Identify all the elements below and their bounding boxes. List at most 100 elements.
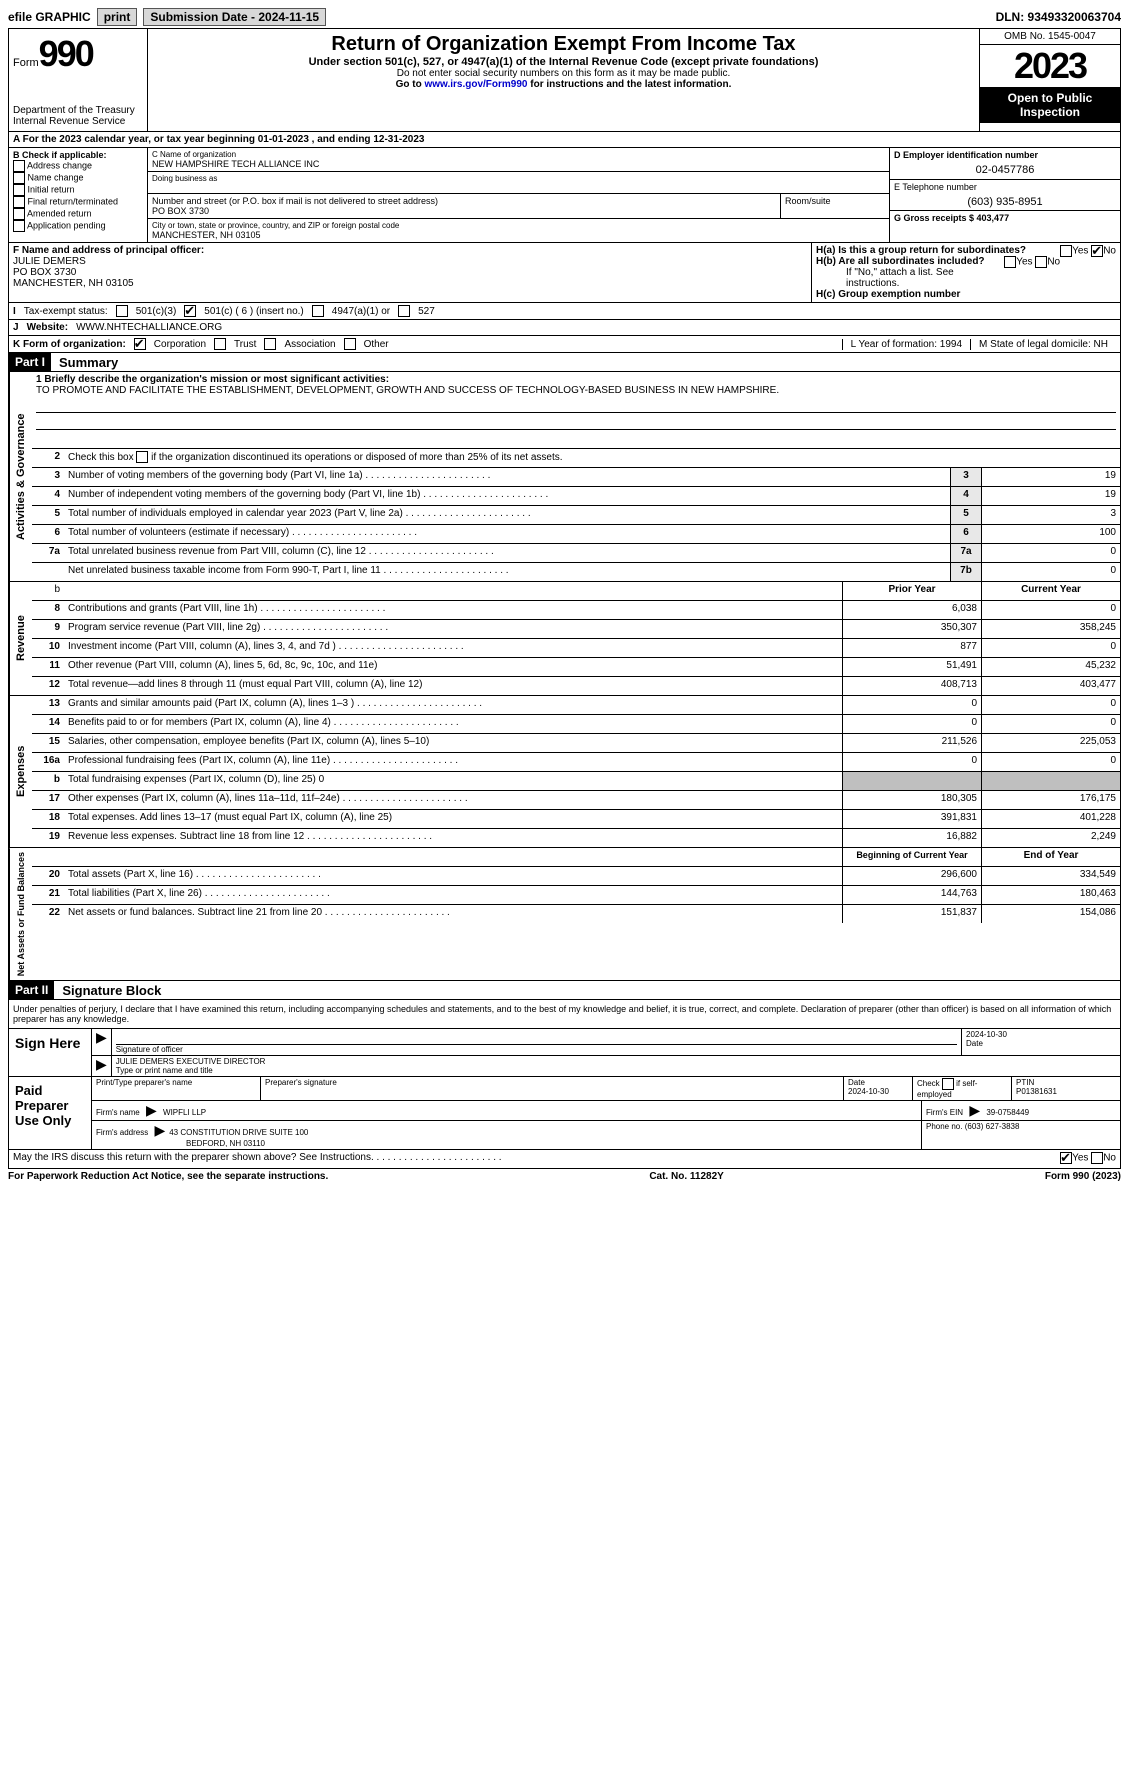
curr-10: 0	[981, 639, 1120, 657]
public-inspection: Open to Public Inspection	[980, 87, 1120, 123]
val-5: 3	[981, 506, 1120, 524]
submission-date: Submission Date - 2024-11-15	[143, 8, 326, 26]
checkbox-hb-no[interactable]	[1035, 256, 1047, 268]
prior-18: 391,831	[842, 810, 981, 828]
omb-number: OMB No. 1545-0047	[980, 29, 1120, 45]
row-i: ITax-exempt status: 501(c)(3) 501(c) ( 6…	[8, 303, 1121, 320]
checkbox-discontinued[interactable]	[136, 451, 148, 463]
print-button[interactable]: print	[97, 8, 138, 26]
prior-9: 350,307	[842, 620, 981, 638]
box-d: D Employer identification number 02-0457…	[890, 148, 1120, 242]
firm-name: WIPFLI LLP	[163, 1108, 206, 1117]
end-22: 154,086	[981, 905, 1120, 923]
officer-name: JULIE DEMERS	[13, 256, 86, 267]
form-word: Form	[13, 57, 39, 69]
checkbox-initial-return[interactable]	[13, 184, 25, 196]
sign-date: 2024-10-30	[966, 1030, 1116, 1039]
checkbox-4947[interactable]	[312, 305, 324, 317]
form-header: Form990 Department of the Treasury Inter…	[8, 28, 1121, 132]
dba-label: Doing business as	[152, 174, 885, 183]
form-number: 990	[39, 33, 93, 74]
form-title: Return of Organization Exempt From Incom…	[152, 33, 975, 56]
form-note2: Go to www.irs.gov/Form990 for instructio…	[152, 79, 975, 90]
irs-link[interactable]: www.irs.gov/Form990	[424, 79, 527, 90]
curr-16a: 0	[981, 753, 1120, 771]
part1-header: Part I Summary	[8, 353, 1121, 372]
curr-15: 225,053	[981, 734, 1120, 752]
prior-10: 877	[842, 639, 981, 657]
box-b: B Check if applicable: Address change Na…	[9, 148, 148, 242]
prior-11: 51,491	[842, 658, 981, 676]
topbar: efile GRAPHIC print Submission Date - 20…	[8, 8, 1121, 26]
beg-22: 151,837	[842, 905, 981, 923]
checkbox-ha-no[interactable]	[1091, 245, 1103, 257]
prior-19: 16,882	[842, 829, 981, 847]
prior-8: 6,038	[842, 601, 981, 619]
firm-address2: BEDFORD, NH 03110	[96, 1139, 265, 1148]
val-4: 19	[981, 487, 1120, 505]
part2-header: Part II Signature Block	[8, 981, 1121, 1000]
officer-name-title: JULIE DEMERS EXECUTIVE DIRECTOR	[116, 1057, 1116, 1066]
row-j: JWebsite: WWW.NHTECHALLIANCE.ORG	[8, 320, 1121, 336]
netassets-section: Net Assets or Fund Balances Beginning of…	[8, 848, 1121, 981]
form-ref: Form 990 (2023)	[1045, 1171, 1121, 1182]
prep-date: 2024-10-30	[848, 1087, 889, 1096]
footer: For Paperwork Reduction Act Notice, see …	[8, 1169, 1121, 1182]
checkbox-discuss-yes[interactable]	[1060, 1152, 1072, 1164]
paperwork-notice: For Paperwork Reduction Act Notice, see …	[8, 1171, 328, 1182]
curr-13: 0	[981, 696, 1120, 714]
dept-label: Department of the Treasury Internal Reve…	[13, 105, 143, 127]
state-domicile: M State of legal domicile: NH	[970, 339, 1116, 350]
val-7b: 0	[981, 563, 1120, 581]
checkbox-527[interactable]	[398, 305, 410, 317]
checkbox-ha-yes[interactable]	[1060, 245, 1072, 257]
year-formation: L Year of formation: 1994	[842, 339, 970, 350]
val-6: 100	[981, 525, 1120, 543]
checkbox-hb-yes[interactable]	[1004, 256, 1016, 268]
checkbox-amended[interactable]	[13, 208, 25, 220]
perjury-declaration: Under penalties of perjury, I declare th…	[9, 1000, 1120, 1028]
city-state-zip: MANCHESTER, NH 03105	[152, 230, 885, 240]
checkbox-501c3[interactable]	[116, 305, 128, 317]
checkbox-discuss-no[interactable]	[1091, 1152, 1103, 1164]
row-k: K Form of organization: Corporation Trus…	[8, 336, 1121, 353]
firm-ein: 39-0758449	[986, 1108, 1029, 1117]
paid-preparer-label: Paid Preparer Use Only	[9, 1077, 92, 1149]
dln: DLN: 93493320063704	[996, 10, 1121, 24]
curr-8: 0	[981, 601, 1120, 619]
checkbox-501c[interactable]	[184, 305, 196, 317]
checkbox-address-change[interactable]	[13, 160, 25, 172]
checkbox-assoc[interactable]	[264, 338, 276, 350]
website: WWW.NHTECHALLIANCE.ORG	[76, 322, 222, 333]
curr-18: 401,228	[981, 810, 1120, 828]
box-c: C Name of organization NEW HAMPSHIRE TEC…	[148, 148, 890, 242]
firm-phone: (603) 627-3838	[965, 1122, 1020, 1131]
checkbox-final-return[interactable]	[13, 196, 25, 208]
signature-block: Under penalties of perjury, I declare th…	[8, 1000, 1121, 1169]
prior-16a: 0	[842, 753, 981, 771]
checkbox-corp[interactable]	[134, 338, 146, 350]
efile-label: efile GRAPHIC	[8, 10, 91, 24]
ein: 02-0457786	[894, 160, 1116, 176]
checkbox-self-employed[interactable]	[942, 1078, 954, 1090]
checkbox-other[interactable]	[344, 338, 356, 350]
line-a: A For the 2023 calendar year, or tax yea…	[8, 132, 1121, 148]
street-address: PO BOX 3730	[152, 206, 776, 216]
governance-section: Activities & Governance 1 Briefly descri…	[8, 372, 1121, 582]
arrow-icon: ▶	[92, 1056, 112, 1076]
checkbox-pending[interactable]	[13, 220, 25, 232]
row-f: F Name and address of principal officer:…	[8, 243, 1121, 303]
curr-14: 0	[981, 715, 1120, 733]
tax-year: 2023	[980, 45, 1120, 87]
checkbox-trust[interactable]	[214, 338, 226, 350]
expenses-section: Expenses 13Grants and similar amounts pa…	[8, 696, 1121, 848]
end-21: 180,463	[981, 886, 1120, 904]
curr-9: 358,245	[981, 620, 1120, 638]
curr-19: 2,249	[981, 829, 1120, 847]
room-label: Room/suite	[785, 196, 885, 206]
checkbox-name-change[interactable]	[13, 172, 25, 184]
sign-here-label: Sign Here	[9, 1029, 92, 1076]
form-subtitle: Under section 501(c), 527, or 4947(a)(1)…	[152, 56, 975, 68]
org-name: NEW HAMPSHIRE TECH ALLIANCE INC	[152, 159, 885, 169]
arrow-icon: ▶	[92, 1029, 112, 1055]
